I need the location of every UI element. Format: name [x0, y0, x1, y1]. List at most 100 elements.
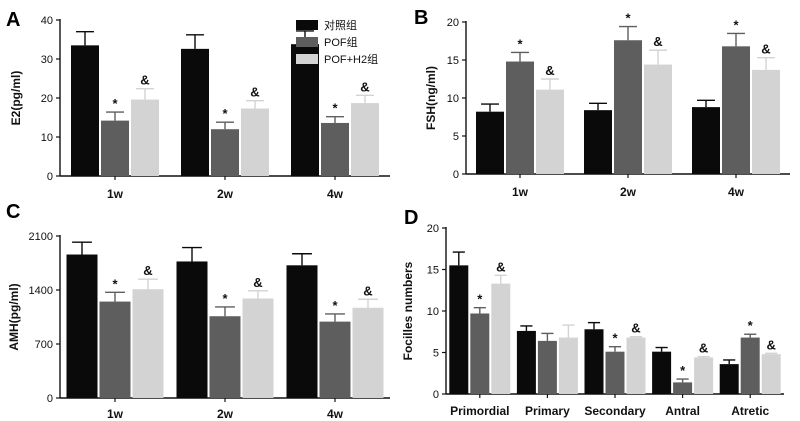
bar — [470, 313, 490, 394]
y-tick-label: 30 — [41, 54, 53, 66]
significance-mark: & — [767, 337, 776, 352]
panel-c: C AMH(pg/ml) 0 700 1400 2100 1w * & 2w * & 4w * & — [6, 201, 390, 421]
y-tick-label: 10 — [427, 306, 439, 318]
y-axis-label: Focilles numbers — [401, 261, 415, 360]
x-tick-label: Primordial — [450, 404, 509, 418]
significance-mark: & — [143, 263, 152, 278]
x-tick-label: 1w — [107, 407, 124, 421]
x-tick-label: Primary — [525, 404, 570, 418]
bar — [692, 107, 720, 174]
y-tick-label: 0 — [433, 389, 439, 401]
y-tick-label: 5 — [453, 131, 459, 143]
bar — [181, 48, 209, 176]
significance-mark: * — [625, 11, 631, 26]
panel-label: C — [6, 201, 20, 223]
bar — [752, 69, 780, 174]
significance-mark: & — [699, 341, 708, 356]
significance-mark: * — [332, 101, 338, 116]
bar — [516, 330, 536, 394]
y-tick-label: 15 — [427, 265, 439, 277]
panel-b: B FSH(ng/ml) 0 5 10 15 20 1w * & 2w * & 4w * & — [414, 7, 790, 199]
bar — [286, 265, 318, 398]
y-tick-label: 0 — [453, 169, 459, 181]
significance-mark: * — [332, 298, 338, 313]
bar — [176, 261, 208, 398]
legend: 对照组 POF组 POF+H2组 — [296, 18, 378, 66]
bar — [101, 120, 129, 176]
y-tick-label: 2100 — [29, 231, 53, 243]
bar — [584, 110, 612, 174]
bar — [66, 254, 98, 398]
bar — [242, 298, 274, 398]
significance-mark: & — [253, 275, 262, 290]
bar — [351, 103, 379, 176]
x-tick-label: 2w — [217, 187, 234, 201]
x-tick-label: 2w — [620, 185, 637, 199]
x-tick-label: Secondary — [584, 404, 646, 418]
y-tick-label: 20 — [41, 93, 53, 105]
significance-mark: & — [631, 321, 640, 336]
bar — [291, 44, 319, 177]
significance-mark: * — [612, 331, 618, 346]
bar — [605, 351, 625, 394]
significance-mark: * — [112, 96, 118, 111]
y-tick-label: 10 — [447, 93, 459, 105]
bar — [449, 265, 469, 394]
bar — [476, 111, 504, 174]
x-tick-label: 4w — [728, 185, 745, 199]
significance-mark: * — [222, 106, 228, 121]
bar — [537, 340, 557, 394]
y-axis-label: FSH(ng/ml) — [424, 66, 438, 130]
x-tick-label: 2w — [217, 407, 234, 421]
y-tick-label: 10 — [41, 132, 53, 144]
significance-mark: * — [748, 318, 754, 333]
bar — [71, 45, 99, 176]
y-axis-label: AMH(pg/ml) — [7, 283, 21, 350]
significance-mark: & — [360, 79, 369, 94]
bar — [694, 357, 714, 394]
legend-entry: 对照组 — [324, 18, 357, 32]
significance-mark: * — [517, 36, 523, 51]
bar — [352, 307, 384, 398]
bar — [740, 337, 760, 394]
panel-a: A E2(pg/ml) 0 10 20 30 40 1w * & 2w * & 4w * & — [6, 9, 390, 201]
significance-mark: * — [733, 17, 739, 32]
significance-mark: & — [363, 283, 372, 298]
bar — [536, 89, 564, 174]
bar — [131, 99, 159, 176]
y-tick-label: 20 — [427, 223, 439, 235]
legend-swatch — [296, 54, 318, 64]
bar — [241, 108, 269, 176]
bar — [319, 321, 351, 398]
significance-mark: * — [477, 292, 483, 307]
bar — [209, 316, 241, 398]
significance-mark: & — [545, 63, 554, 78]
bar — [719, 364, 739, 394]
bar — [99, 301, 131, 398]
legend-swatch — [296, 20, 318, 30]
y-axis-label: E2(pg/ml) — [9, 71, 23, 126]
y-tick-label: 40 — [41, 15, 53, 27]
legend-entry: POF组 — [324, 35, 358, 49]
significance-mark: & — [140, 73, 149, 88]
bar — [673, 382, 693, 394]
bar — [644, 64, 672, 174]
y-tick-label: 15 — [447, 55, 459, 67]
bar — [722, 46, 750, 174]
x-tick-label: Antral — [665, 404, 700, 418]
x-tick-label: 4w — [327, 407, 344, 421]
bar — [652, 351, 672, 394]
bar — [584, 329, 604, 394]
significance-mark: & — [250, 85, 259, 100]
significance-mark: & — [761, 42, 770, 57]
y-tick-label: 1400 — [29, 285, 53, 297]
significance-mark: & — [653, 34, 662, 49]
significance-mark: * — [222, 291, 228, 306]
bar — [491, 283, 511, 394]
bar — [211, 129, 239, 176]
x-tick-label: 4w — [327, 187, 344, 201]
bar — [558, 337, 578, 394]
bar — [761, 354, 781, 394]
